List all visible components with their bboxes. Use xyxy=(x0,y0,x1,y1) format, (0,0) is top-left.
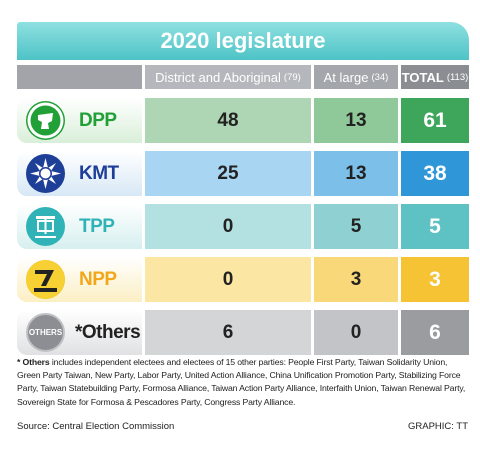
party-name: KMT xyxy=(79,162,119,184)
footnote: * Others includes independent electees a… xyxy=(17,356,472,409)
total-seats: 3 xyxy=(401,257,469,302)
header-row: District and Aboriginal (79) At large (34)… xyxy=(17,65,469,89)
table-row-npp: NPP 0 3 3 xyxy=(17,257,469,302)
at-large-seats: 0 xyxy=(314,310,398,355)
graphic-credit: GRAPHIC: TT xyxy=(408,421,468,432)
others-logo-icon: OTHERS xyxy=(26,313,65,352)
table-row-others: OTHERS *Others 6 0 6 xyxy=(17,310,469,355)
total-seats: 38 xyxy=(401,151,469,196)
at-large-seats: 3 xyxy=(314,257,398,302)
district-seats: 0 xyxy=(145,257,311,302)
party-name: DPP xyxy=(79,109,117,131)
footnote-lead: * Others xyxy=(17,357,50,367)
table-row-kmt: KMT 25 13 38 xyxy=(17,151,469,196)
party-cell: OTHERS *Others xyxy=(17,310,142,355)
party-name: NPP xyxy=(79,268,117,290)
party-cell: NPP xyxy=(17,257,142,302)
table-row-dpp: DPP 48 13 61 xyxy=(17,98,469,143)
header-at-large-count: (34) xyxy=(371,71,389,83)
total-seats: 61 xyxy=(401,98,469,143)
district-seats: 0 xyxy=(145,204,311,249)
district-seats: 25 xyxy=(145,151,311,196)
district-seats: 48 xyxy=(145,98,311,143)
kmt-logo-icon xyxy=(26,154,65,193)
table-title: 2020 legislature xyxy=(17,22,469,60)
party-cell: TPP xyxy=(17,204,142,249)
header-total-count: (113) xyxy=(446,71,469,83)
party-cell: KMT xyxy=(17,151,142,196)
header-at-large-label: At large xyxy=(323,69,369,85)
table-row-tpp: TPP 0 5 5 xyxy=(17,204,469,249)
at-large-seats: 5 xyxy=(314,204,398,249)
source-credit: Source: Central Election Commission xyxy=(17,421,175,432)
header-at-large: At large (34) xyxy=(314,65,398,89)
party-name: *Others xyxy=(75,321,141,343)
header-total-label: TOTAL xyxy=(401,69,444,85)
footnote-text: includes independent electees and electe… xyxy=(17,357,466,407)
others-logo-text: OTHERS xyxy=(28,328,63,337)
header-district-label: District and Aboriginal xyxy=(155,69,281,85)
dpp-logo-icon xyxy=(26,101,65,140)
district-seats: 6 xyxy=(145,310,311,355)
party-cell: DPP xyxy=(17,98,142,143)
header-district-count: (79) xyxy=(283,71,301,83)
header-district: District and Aboriginal (79) xyxy=(145,65,311,89)
total-seats: 5 xyxy=(401,204,469,249)
npp-logo-icon xyxy=(26,260,65,299)
header-total: TOTAL (113) xyxy=(401,65,469,89)
at-large-seats: 13 xyxy=(314,98,398,143)
total-seats: 6 xyxy=(401,310,469,355)
at-large-seats: 13 xyxy=(314,151,398,196)
party-name: TPP xyxy=(79,215,115,237)
tpp-logo-icon xyxy=(26,207,65,246)
header-party-blank xyxy=(17,65,142,89)
